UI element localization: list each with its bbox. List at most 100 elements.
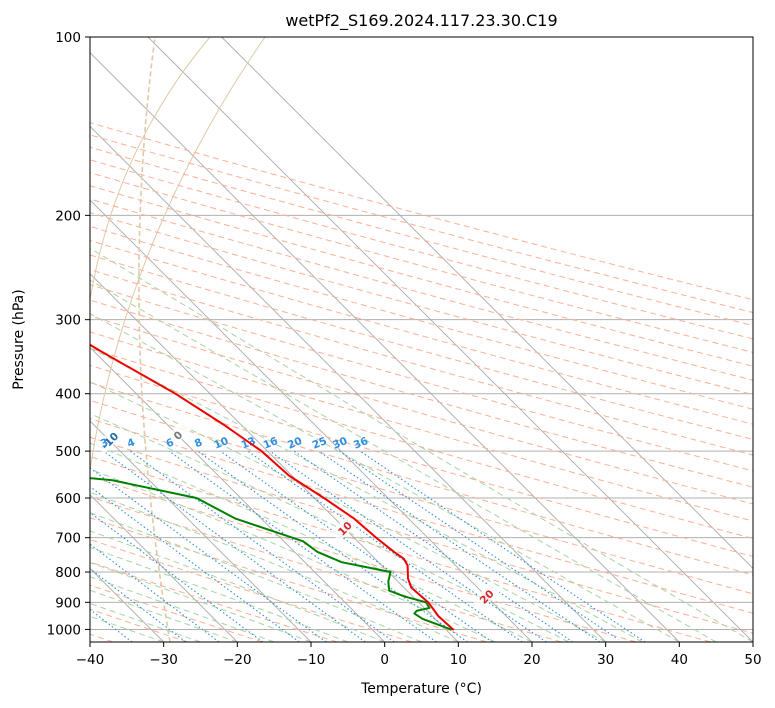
y-axis-ticks: 100 200 300 400 500 600 700 800 900 1000	[47, 30, 90, 638]
mixing-ratio-line	[168, 450, 437, 642]
x-tick-label: −30	[149, 652, 178, 668]
mixing-ratio-label: 6	[164, 436, 175, 450]
mixing-ratio-label: 16	[262, 435, 280, 452]
dry-adiabat-line	[90, 212, 753, 396]
isotherm-line	[90, 52, 680, 642]
x-tick-label: 20	[523, 652, 540, 668]
x-axis-title: Temperature (°C)	[360, 681, 482, 697]
mixing-ratio-line	[129, 450, 395, 642]
isotherm-line	[221, 37, 753, 569]
moist-adiabat-line	[90, 381, 606, 642]
y-tick-label: 600	[55, 491, 81, 507]
y-tick-label: 1000	[47, 622, 81, 638]
dry-adiabat-line	[90, 159, 753, 340]
mixing-ratio-label: 30	[331, 435, 349, 452]
x-tick-label: −10	[297, 652, 326, 668]
moist-adiabat-line	[90, 576, 275, 642]
isotherm-label-backdrop	[95, 426, 124, 455]
dry-adiabat-line	[90, 146, 753, 327]
moist-adiabat-line	[90, 247, 753, 642]
mixing-ratio-label: 3	[99, 436, 110, 450]
moist-adiabat-line	[90, 347, 643, 642]
mixing-ratio-label: 36	[352, 435, 370, 452]
dry-adiabat-line	[90, 382, 753, 576]
background-arc-line	[90, 37, 211, 301]
mixing-ratio-line	[90, 467, 327, 642]
mixing-ratio-line	[90, 543, 220, 642]
mixing-ratio-label: 25	[311, 435, 329, 452]
isotherm-line	[90, 420, 312, 642]
x-tick-label: −40	[76, 652, 105, 668]
y-tick-label: 300	[55, 313, 81, 329]
mixing-ratio-line	[338, 450, 623, 642]
isotherm-line	[90, 273, 459, 642]
mixing-ratio-label: 8	[193, 436, 204, 450]
mixing-ratio-label: 20	[286, 435, 304, 452]
y-tick-label: 100	[55, 30, 81, 46]
mixing-ratio-labels: 0.10.20.40.611.52346810131620253036	[99, 435, 370, 452]
dry-adiabat-lines	[90, 122, 753, 642]
y-tick-label: 500	[55, 444, 81, 460]
y-tick-label: 200	[55, 208, 81, 224]
dry-adiabat-line	[90, 399, 753, 595]
moist-adiabat-lines	[90, 247, 753, 642]
dry-adiabat-line	[90, 584, 263, 642]
moist-adiabat-line	[90, 589, 238, 642]
x-tick-label: −20	[223, 652, 252, 668]
y-tick-label: 900	[55, 595, 81, 611]
mixing-ratio-line	[197, 450, 468, 642]
x-tick-label: 30	[597, 652, 614, 668]
dewpoint-profile-line	[90, 477, 452, 631]
temperature-profile-line	[90, 343, 455, 631]
isotherm-line	[90, 494, 238, 642]
dry-adiabat-line	[90, 225, 753, 410]
mixing-ratio-label: 10	[212, 435, 230, 452]
moist-adiabat-line	[90, 530, 385, 642]
dry-adiabat-line	[90, 122, 753, 301]
isotherm-line	[147, 37, 753, 642]
isotherm-label-backdrop	[472, 582, 500, 611]
mixing-ratio-line	[103, 450, 366, 642]
x-tick-label: 50	[744, 652, 761, 668]
moist-adiabat-line	[90, 468, 496, 642]
profile-series	[90, 343, 455, 631]
mixing-ratio-label: 4	[125, 436, 136, 450]
chart-title: wetPf2_S169.2024.117.23.30.C19	[285, 11, 557, 31]
mixing-ratio-line	[220, 450, 493, 642]
dry-adiabat-line	[90, 418, 753, 614]
x-tick-label: 0	[380, 652, 389, 668]
y-tick-label: 800	[55, 565, 81, 581]
plot-frame	[89, 36, 754, 643]
isotherm-lines	[90, 37, 753, 642]
dry-adiabat-line	[90, 347, 753, 540]
x-tick-label: 10	[450, 652, 467, 668]
moist-adiabat-line	[90, 313, 680, 642]
isotherm-label-backdrop	[330, 514, 359, 542]
dry-adiabat-line	[90, 517, 487, 642]
moist-adiabat-line	[90, 442, 533, 642]
isotherm-line	[90, 199, 533, 642]
moist-adiabat-line	[90, 602, 201, 642]
x-tick-label: 40	[671, 652, 688, 668]
background-arc-line	[90, 37, 266, 471]
isotherm-line	[90, 125, 606, 642]
dry-adiabat-line	[90, 364, 753, 558]
plot-area: -100-90-80-70-60-50-40-30-20-10010203040…	[90, 37, 753, 642]
x-axis-ticks: −40 −30 −20 −10 0 10 20 30 40 50	[76, 642, 762, 668]
dry-adiabat-line	[90, 254, 753, 440]
moist-adiabat-line	[90, 279, 717, 642]
mixing-ratio-line	[269, 450, 547, 642]
dry-adiabat-line	[90, 456, 711, 642]
y-axis-title: Pressure (hPa)	[11, 289, 27, 389]
y-tick-label: 400	[55, 387, 81, 403]
isotherm-line	[90, 346, 385, 642]
moist-adiabat-line	[90, 491, 459, 642]
moist-adiabat-line	[90, 546, 349, 642]
y-tick-label: 700	[55, 531, 81, 547]
mixing-ratio-line	[359, 450, 646, 642]
mixing-ratio-lines	[90, 450, 646, 642]
moist-adiabat-line	[90, 413, 570, 642]
dry-adiabat-line	[90, 185, 753, 367]
